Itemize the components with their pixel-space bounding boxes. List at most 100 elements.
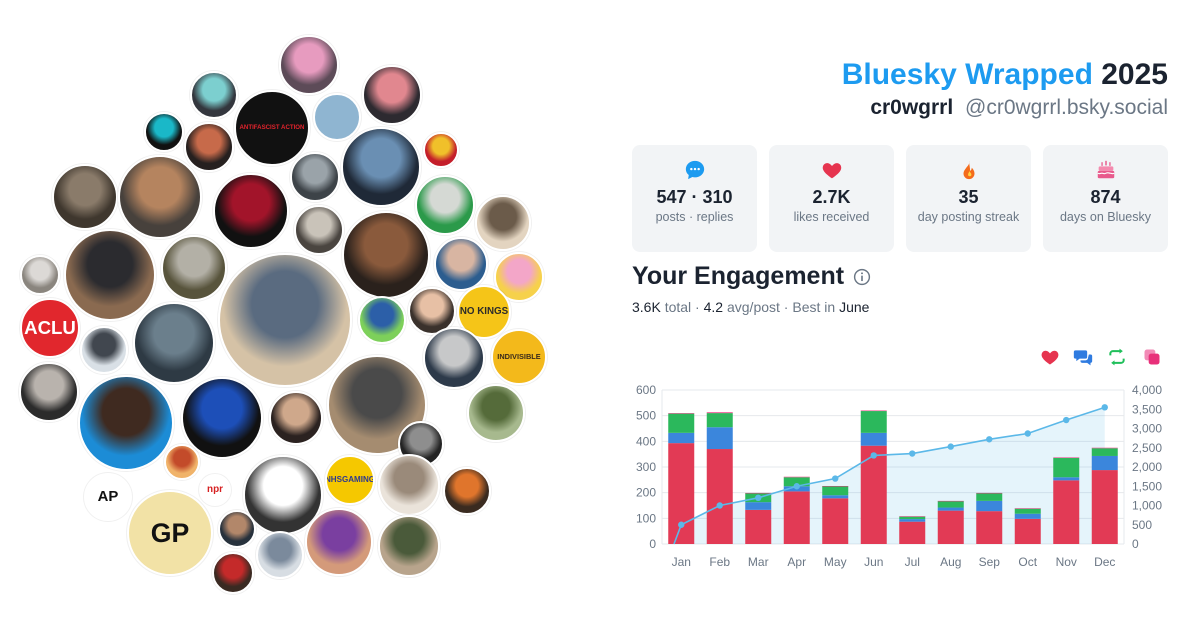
bar-segment (822, 486, 849, 496)
x-tick-label: Aug (940, 555, 961, 569)
account-logo-avatar[interactable]: AP (84, 473, 132, 521)
bar-segment (860, 432, 887, 446)
replies-legend-icon[interactable] (1073, 347, 1093, 367)
account-avatar[interactable] (362, 65, 422, 125)
stat-label: day posting streak (917, 210, 1020, 224)
account-avatar[interactable] (144, 112, 184, 152)
y-right-tick-label: 3,500 (1132, 402, 1162, 416)
account-avatar[interactable] (443, 467, 491, 515)
bar-segment (1014, 513, 1041, 519)
account-avatar[interactable] (80, 326, 128, 374)
bar-segment (822, 485, 849, 487)
account-avatar[interactable] (415, 175, 475, 235)
bar-segment (1053, 458, 1080, 478)
account-logo-avatar[interactable]: NO KINGS (457, 285, 511, 339)
account-avatar[interactable] (243, 455, 323, 535)
account-avatar[interactable] (475, 195, 531, 251)
account-avatar[interactable] (218, 510, 256, 548)
reposts-legend-icon[interactable] (1107, 347, 1127, 367)
heart-icon (822, 163, 841, 179)
likes-legend-icon[interactable] (1040, 347, 1060, 367)
page-title: Bluesky Wrapped 2025 (842, 58, 1168, 92)
bar-segment (1014, 518, 1041, 544)
account-avatar[interactable] (164, 444, 200, 480)
account-avatar[interactable] (52, 164, 118, 230)
account-avatar[interactable] (19, 362, 79, 422)
display-name: cr0wgrrl (870, 96, 954, 119)
y-left-tick-label: 0 (649, 537, 656, 551)
bar-segment (668, 413, 695, 433)
account-avatar[interactable] (218, 253, 352, 387)
bar-segment (706, 413, 733, 428)
account-avatar[interactable] (423, 327, 485, 389)
bar-segment (937, 501, 964, 508)
account-avatar[interactable] (305, 508, 373, 576)
bar-segment (745, 492, 772, 494)
user-identity: cr0wgrrl @cr0wgrrl.bsky.social (870, 96, 1168, 120)
cumulative-point (1063, 416, 1070, 424)
account-avatar[interactable] (133, 302, 215, 384)
x-tick-label: Jan (672, 555, 691, 569)
x-tick-label: Apr (787, 555, 806, 569)
account-logo-avatar[interactable]: GP (127, 490, 213, 576)
stat-value: 2.7K (812, 187, 851, 207)
bar-segment (668, 443, 695, 544)
account-avatar[interactable] (467, 384, 525, 442)
account-avatar[interactable] (212, 552, 254, 594)
account-avatar[interactable] (118, 155, 202, 239)
account-avatar[interactable] (269, 391, 323, 445)
account-avatar[interactable] (64, 229, 156, 321)
quotes-legend-icon[interactable] (1142, 347, 1162, 367)
info-icon[interactable] (853, 268, 871, 286)
bar-segment (668, 432, 695, 444)
bar-segment (783, 476, 810, 478)
account-avatar[interactable] (190, 71, 238, 119)
bar-segment (745, 502, 772, 510)
account-avatar[interactable] (434, 237, 488, 291)
avatar-logo-text: NO KINGS (459, 306, 509, 318)
account-avatar[interactable] (342, 211, 430, 299)
avatar-logo-text: npr (207, 484, 223, 496)
account-avatar[interactable] (213, 173, 289, 249)
account-avatar[interactable] (290, 152, 340, 202)
account-avatar[interactable] (20, 255, 60, 295)
x-tick-label: Mar (748, 555, 769, 569)
bar-segment (860, 445, 887, 544)
account-avatar[interactable] (78, 375, 174, 471)
account-avatar[interactable] (181, 377, 263, 459)
account-logo-avatar[interactable]: npr (199, 474, 231, 506)
account-logo-avatar[interactable] (313, 93, 361, 141)
account-avatar[interactable] (378, 515, 440, 577)
bar-segment (1091, 447, 1118, 449)
engagement-chart: 0 100 200 300 400 500 600 0 500 1,000 1,500 2,000 2,… (636, 383, 1162, 569)
avatar-logo-text: AP (97, 488, 119, 505)
bar-segment (976, 493, 1003, 501)
best-prefix: Best in (792, 299, 836, 315)
avatar-logo-text: ACLU (24, 316, 76, 338)
bar-segment (860, 411, 887, 433)
cumulative-point (870, 452, 877, 459)
cumulative-point (986, 436, 993, 443)
account-avatar[interactable] (341, 127, 421, 207)
account-logo-avatar[interactable]: ANTIFASCIST ACTION (234, 90, 310, 166)
account-avatar[interactable] (161, 235, 227, 301)
account-avatar[interactable] (279, 35, 339, 95)
total-word: total (664, 299, 692, 315)
stat-card-likes: 2.7K likes received (769, 145, 894, 252)
bar-segment (899, 521, 926, 544)
account-avatar[interactable] (378, 454, 440, 516)
x-tick-label: May (824, 555, 847, 569)
y-left-tick-label: 500 (636, 409, 656, 423)
account-avatar[interactable] (423, 132, 459, 168)
account-avatar[interactable] (184, 122, 234, 172)
account-avatar[interactable] (256, 531, 304, 579)
account-avatar[interactable] (358, 296, 406, 344)
account-avatar[interactable] (408, 287, 456, 335)
account-avatar[interactable] (294, 205, 344, 255)
account-logo-avatar[interactable]: INDIVISIBLE (491, 329, 547, 385)
y-right-tick-label: 1,000 (1132, 499, 1162, 513)
engagement-title: Your Engagement (632, 262, 845, 290)
account-logo-avatar[interactable]: NHSGAMING (325, 455, 375, 505)
account-logo-avatar[interactable]: ACLU (20, 298, 80, 358)
avatar-logo-text: ANTIFASCIST ACTION (239, 123, 305, 131)
